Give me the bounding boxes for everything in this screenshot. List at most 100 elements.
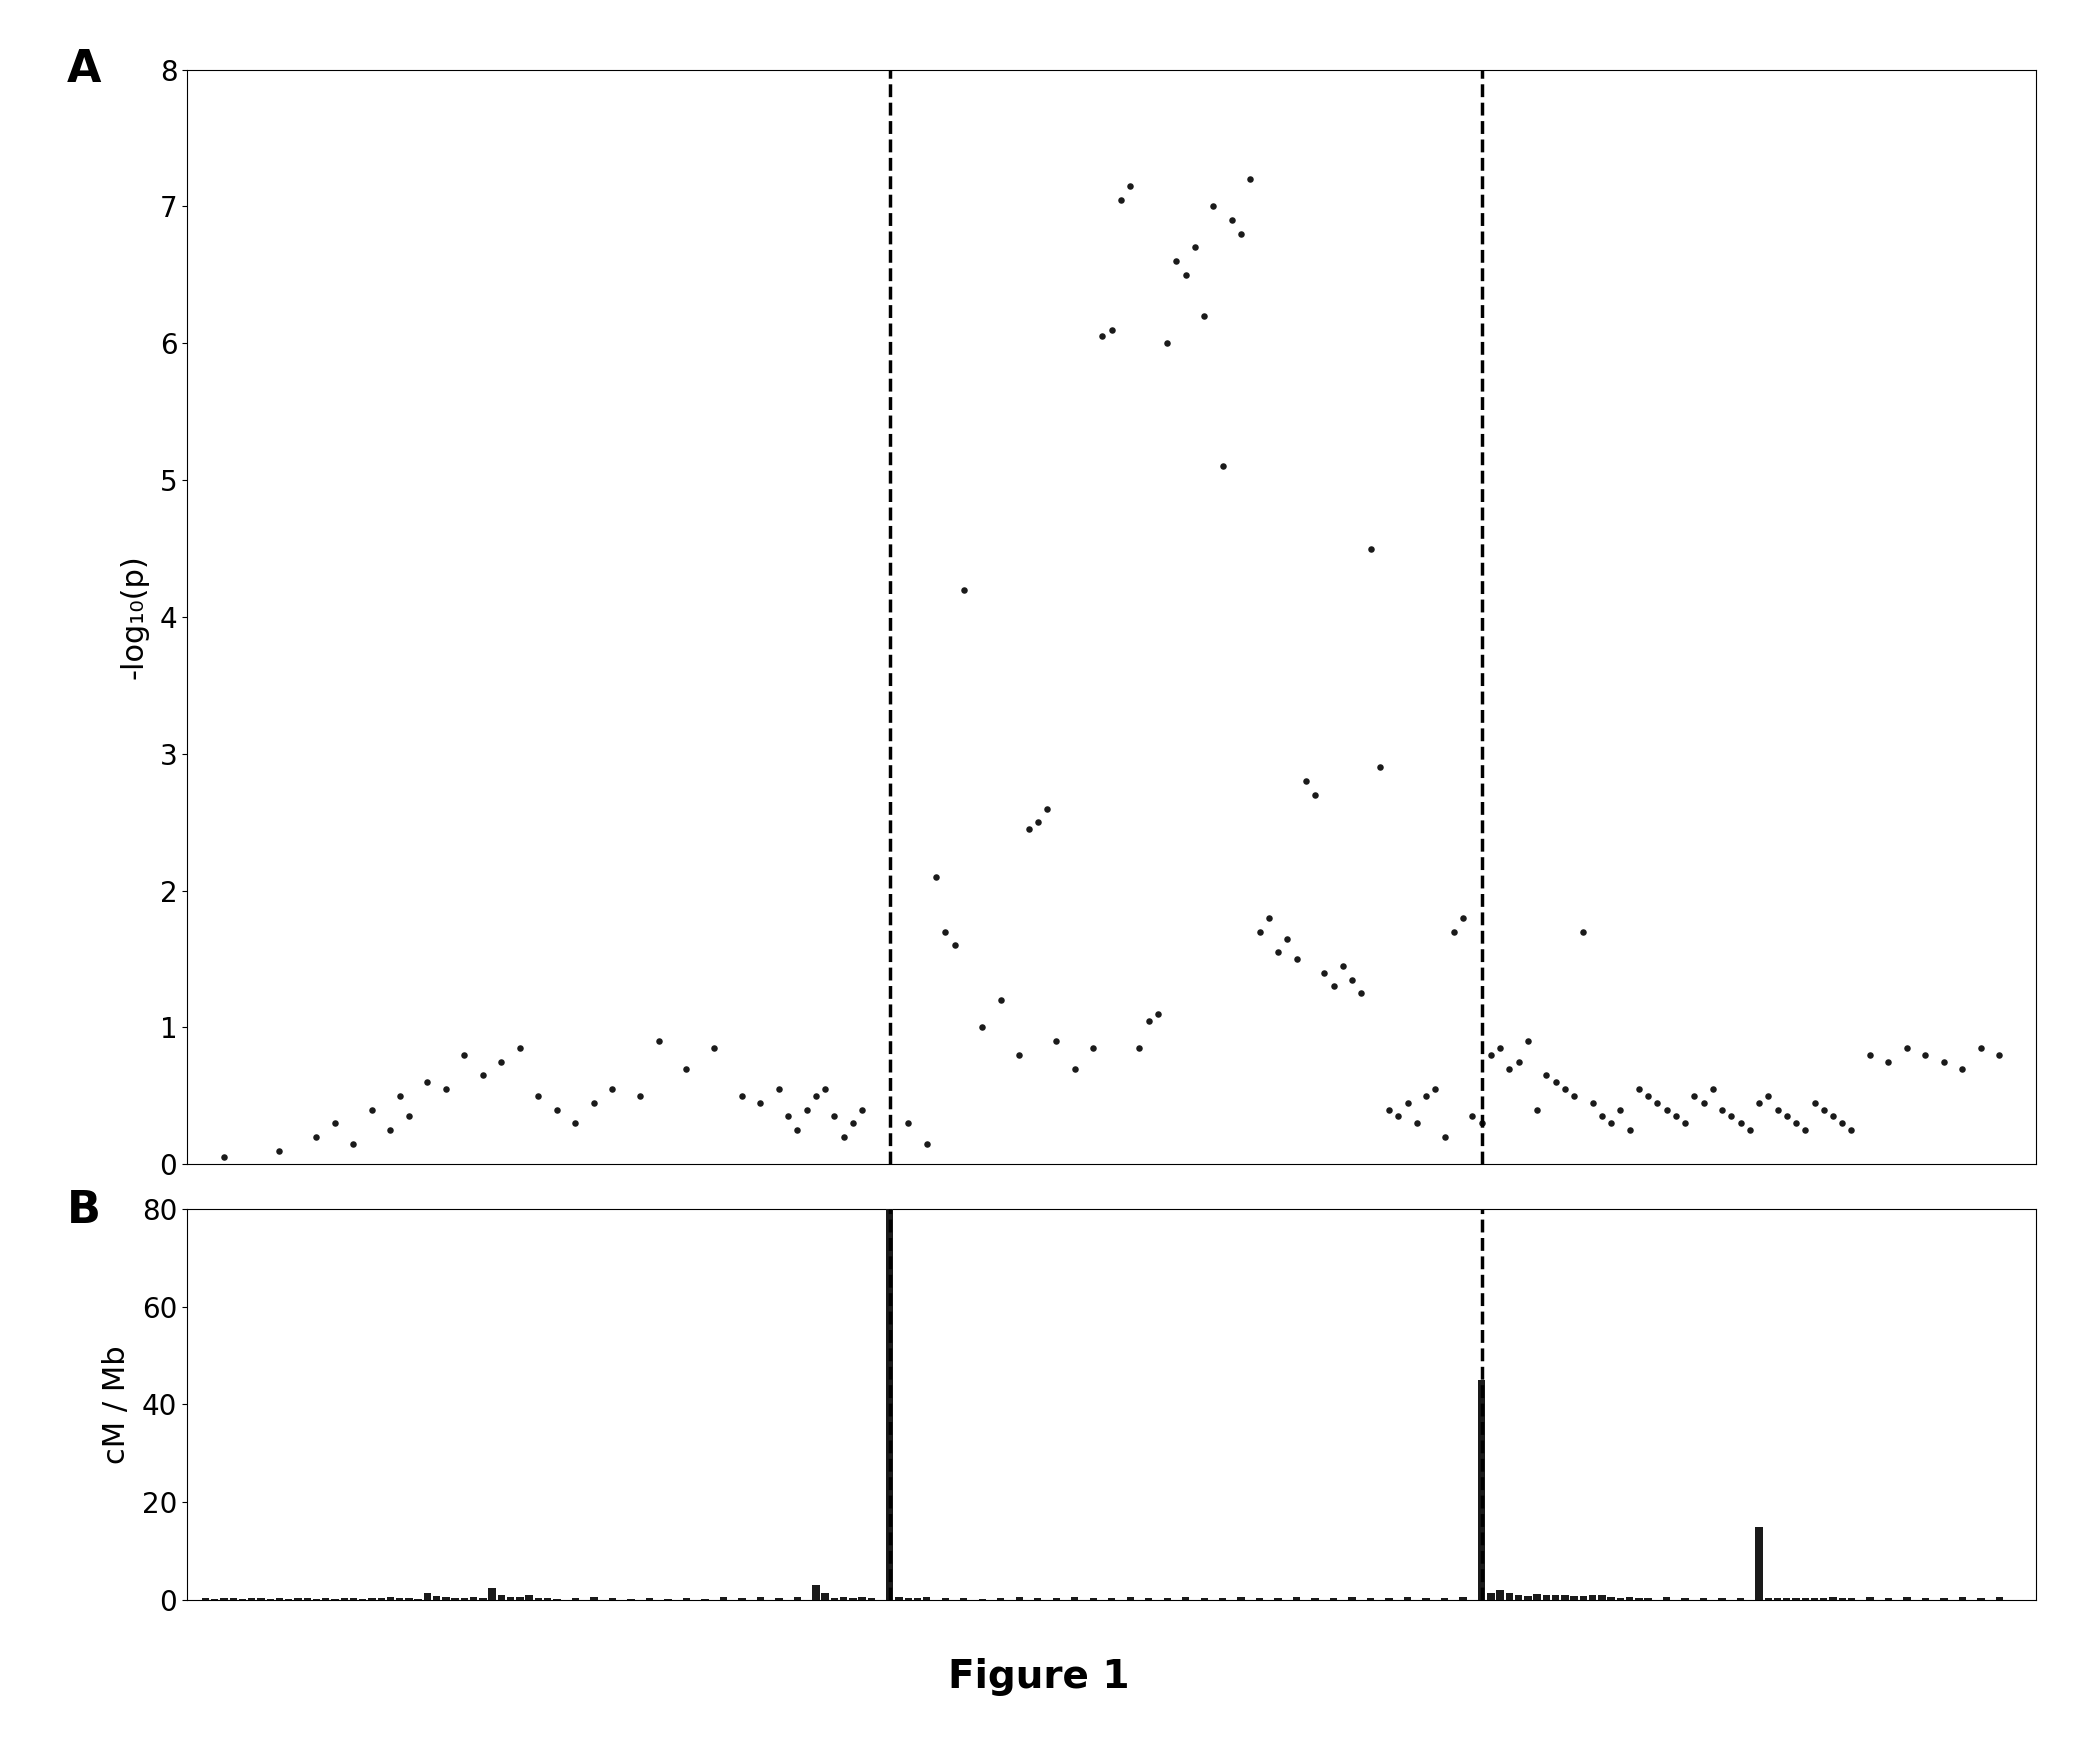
Point <box>1141 1000 1174 1028</box>
Bar <box>1238 1598 1245 1600</box>
Text: Figure 1: Figure 1 <box>948 1657 1130 1696</box>
Point <box>966 1014 1000 1042</box>
Point <box>1835 1116 1868 1144</box>
Bar <box>1182 1598 1189 1600</box>
Bar <box>1108 1598 1116 1600</box>
Point <box>1567 918 1600 946</box>
Bar <box>1330 1598 1338 1600</box>
Bar <box>1756 1527 1762 1600</box>
Bar <box>507 1598 515 1600</box>
Point <box>1575 1089 1608 1116</box>
Point <box>1205 452 1238 480</box>
Point <box>1355 534 1388 562</box>
Point <box>1465 1109 1498 1137</box>
Point <box>1891 1035 1924 1063</box>
Point <box>1642 1089 1675 1116</box>
Bar <box>923 1598 931 1600</box>
Point <box>1529 1061 1563 1089</box>
Point <box>1594 1109 1627 1137</box>
Point <box>559 1109 592 1137</box>
Bar <box>480 1598 486 1600</box>
Bar <box>1016 1598 1022 1600</box>
Point <box>642 1028 675 1056</box>
Bar <box>1775 1598 1781 1600</box>
Bar <box>229 1598 237 1600</box>
Point <box>1170 261 1203 289</box>
Bar <box>341 1598 347 1600</box>
Bar <box>1507 1593 1513 1600</box>
Point <box>299 1123 332 1151</box>
Point <box>1945 1054 1978 1082</box>
Point <box>484 1049 517 1076</box>
Point <box>1521 1096 1554 1123</box>
Bar <box>1579 1596 1588 1600</box>
Point <box>1363 753 1396 781</box>
Bar <box>1941 1598 1947 1600</box>
Point <box>1741 1089 1775 1116</box>
Bar <box>387 1598 395 1600</box>
Bar <box>1523 1596 1531 1600</box>
Bar <box>1440 1598 1448 1600</box>
Point <box>1058 1054 1091 1082</box>
Point <box>1650 1096 1683 1123</box>
Point <box>1714 1103 1748 1130</box>
Bar <box>840 1598 848 1600</box>
Point <box>1197 193 1230 221</box>
Bar <box>1488 1593 1494 1600</box>
Point <box>1307 958 1340 986</box>
Bar <box>1349 1598 1355 1600</box>
Point <box>1696 1075 1729 1103</box>
Point <box>540 1096 574 1123</box>
Point <box>1253 904 1286 932</box>
Bar <box>960 1598 968 1600</box>
Point <box>1012 816 1045 843</box>
Point <box>1502 1049 1536 1076</box>
Bar <box>432 1596 441 1600</box>
Point <box>1760 1096 1793 1123</box>
Point <box>1095 316 1128 344</box>
Point <box>1243 918 1276 946</box>
Bar <box>1477 1381 1486 1600</box>
Point <box>1770 1103 1804 1130</box>
Point <box>781 1116 815 1144</box>
Point <box>1473 1042 1507 1069</box>
Point <box>1808 1096 1841 1123</box>
Bar <box>488 1588 497 1600</box>
Point <box>1224 219 1257 247</box>
Point <box>1779 1109 1812 1137</box>
Point <box>1928 1049 1962 1076</box>
Bar <box>1644 1598 1652 1600</box>
Text: A: A <box>66 47 102 90</box>
Point <box>1910 1042 1943 1069</box>
Point <box>374 1116 407 1144</box>
Bar <box>1552 1595 1558 1600</box>
Point <box>1326 951 1359 979</box>
Point <box>771 1103 804 1130</box>
Point <box>948 576 981 603</box>
Point <box>819 1103 852 1130</box>
Point <box>262 1137 297 1165</box>
Point <box>318 1109 351 1137</box>
Bar <box>794 1598 800 1600</box>
Point <box>503 1035 536 1063</box>
Bar <box>1866 1598 1874 1600</box>
Bar <box>590 1598 598 1600</box>
Point <box>1982 1042 2016 1069</box>
Point <box>1789 1116 1822 1144</box>
Point <box>1004 1042 1037 1069</box>
Point <box>808 1075 842 1103</box>
Point <box>1216 207 1249 235</box>
Point <box>355 1096 389 1123</box>
Point <box>1816 1103 1849 1130</box>
Point <box>1687 1089 1721 1116</box>
Point <box>208 1144 241 1172</box>
Bar <box>1829 1598 1837 1600</box>
Point <box>1613 1116 1646 1144</box>
Point <box>1133 1007 1166 1035</box>
Bar <box>1459 1598 1467 1600</box>
Point <box>698 1035 731 1063</box>
Bar <box>1534 1595 1540 1600</box>
Point <box>1409 1082 1442 1109</box>
Point <box>1103 186 1137 214</box>
Point <box>1827 1109 1860 1137</box>
